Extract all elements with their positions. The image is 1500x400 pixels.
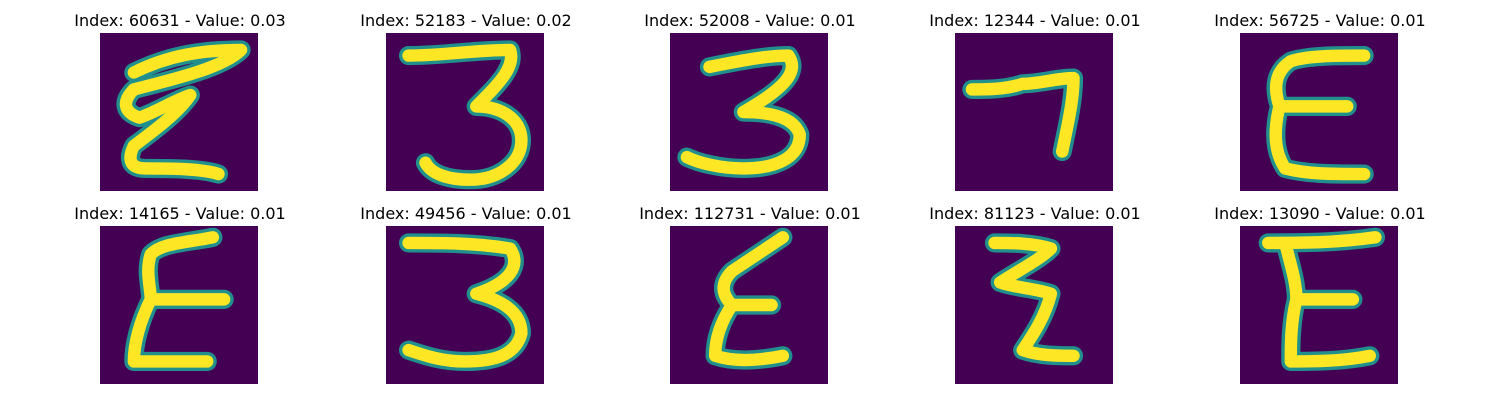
panel-title: Index: 56725 - Value: 0.01 <box>1214 11 1426 30</box>
digit-stroke <box>402 236 528 368</box>
image-panel: Index: 13090 - Value: 0.01 <box>1170 204 1470 394</box>
digit-image <box>1240 226 1398 384</box>
digit-image <box>670 226 828 384</box>
digit-image <box>670 33 828 191</box>
digit-image <box>386 33 544 191</box>
panel-title: Index: 60631 - Value: 0.03 <box>74 11 286 30</box>
panel-title: Index: 13090 - Value: 0.01 <box>1214 204 1426 223</box>
image-panel: Index: 14165 - Value: 0.01 <box>30 204 330 394</box>
digit-stroke <box>127 231 231 368</box>
digit-stroke <box>1269 49 1371 181</box>
digit-image <box>955 33 1113 191</box>
digit-image <box>386 226 544 384</box>
panel-title: Index: 112731 - Value: 0.01 <box>639 204 861 223</box>
image-panel: Index: 12344 - Value: 0.01 <box>885 11 1185 201</box>
digit-stroke <box>965 71 1080 158</box>
digit-stroke <box>119 43 248 181</box>
panel-title: Index: 14165 - Value: 0.01 <box>74 204 286 223</box>
digit-image <box>100 33 258 191</box>
digit-stroke <box>1262 231 1382 368</box>
panel-title: Index: 81123 - Value: 0.01 <box>929 204 1141 223</box>
image-panel: Index: 52008 - Value: 0.01 <box>600 11 900 201</box>
panel-title: Index: 12344 - Value: 0.01 <box>929 11 1141 30</box>
image-panel: Index: 56725 - Value: 0.01 <box>1170 11 1470 201</box>
digit-stroke <box>680 49 806 175</box>
image-background <box>955 33 1113 191</box>
digit-image <box>955 226 1113 384</box>
digit-image <box>100 226 258 384</box>
panel-title: Index: 49456 - Value: 0.01 <box>360 204 572 223</box>
panel-title: Index: 52008 - Value: 0.01 <box>644 11 856 30</box>
image-panel: Index: 49456 - Value: 0.01 <box>316 204 616 394</box>
digit-stroke <box>988 236 1080 362</box>
panel-title: Index: 52183 - Value: 0.02 <box>360 11 572 30</box>
image-panel: Index: 52183 - Value: 0.02 <box>316 11 616 201</box>
image-panel: Index: 60631 - Value: 0.03 <box>30 11 330 201</box>
digit-stroke <box>708 231 790 367</box>
image-panel: Index: 81123 - Value: 0.01 <box>885 204 1185 394</box>
digit-stroke <box>402 43 528 186</box>
image-panel: Index: 112731 - Value: 0.01 <box>600 204 900 394</box>
digit-image <box>1240 33 1398 191</box>
